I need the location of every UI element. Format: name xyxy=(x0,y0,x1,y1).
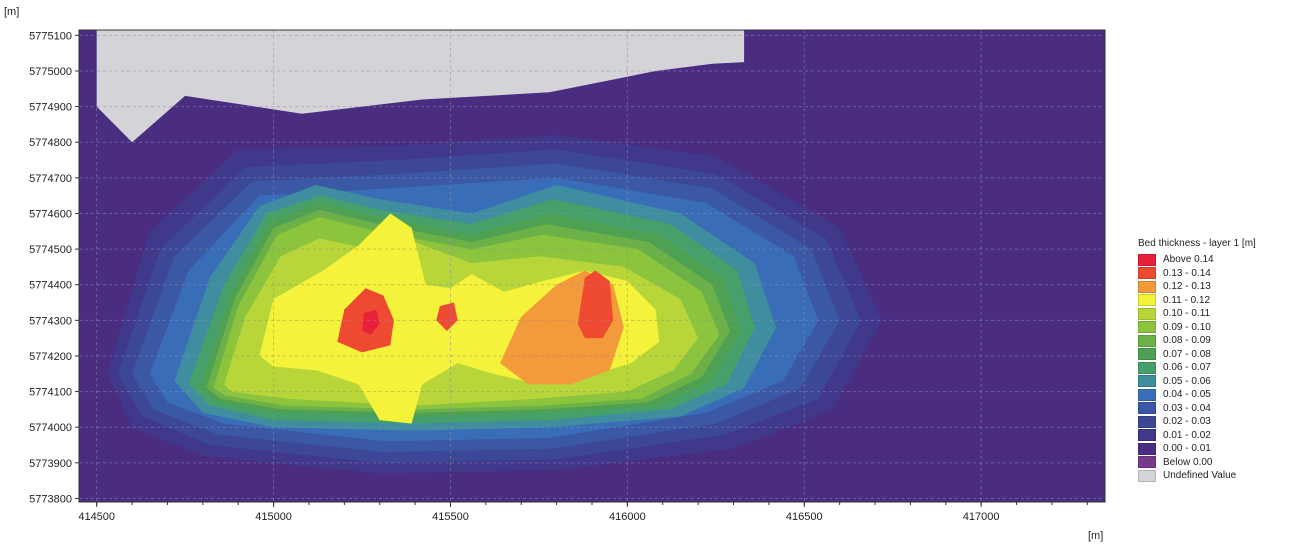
legend-label: 0.07 - 0.08 xyxy=(1163,348,1211,360)
y-tick-label-3: 5774100 xyxy=(29,387,72,399)
y-tick-label-2: 5774000 xyxy=(29,422,72,434)
legend-item: 0.08 - 0.09 xyxy=(1138,334,1286,348)
legend-swatch xyxy=(1138,429,1156,442)
x-tick-label-3: 416000 xyxy=(609,511,646,523)
contour-region-14 xyxy=(577,270,614,339)
y-tick-label-11: 5774900 xyxy=(29,102,72,114)
legend-rows: Above 0.14 0.13 - 0.14 0.12 - 0.13 0.11 - 0… xyxy=(1138,253,1286,483)
y-tick-label-0: 5773800 xyxy=(29,493,72,505)
legend-label: 0.02 - 0.03 xyxy=(1163,416,1211,428)
legend-label: 0.03 - 0.04 xyxy=(1163,402,1211,414)
legend-label: 0.09 - 0.10 xyxy=(1163,321,1211,333)
legend-swatch xyxy=(1138,388,1156,401)
legend-item: 0.10 - 0.11 xyxy=(1138,307,1286,321)
legend-swatch xyxy=(1138,321,1156,334)
legend-label: 0.10 - 0.11 xyxy=(1163,308,1211,320)
y-unit-label: [m] xyxy=(4,6,20,18)
legend-swatch xyxy=(1138,456,1156,469)
legend-swatch xyxy=(1138,361,1156,374)
legend-item: 0.00 - 0.01 xyxy=(1138,442,1286,456)
legend-swatch xyxy=(1138,469,1156,482)
legend-item: Undefined Value xyxy=(1138,469,1286,483)
y-tick-label-5: 5774300 xyxy=(29,315,72,327)
y-tick-label-7: 5774500 xyxy=(29,244,72,256)
legend-item: 0.02 - 0.03 xyxy=(1138,415,1286,429)
legend-label: 0.13 - 0.14 xyxy=(1163,267,1211,279)
contour-region-15 xyxy=(436,302,458,331)
legend: Bed thickness - layer 1 [m] Above 0.14 0.… xyxy=(1138,238,1286,483)
legend-swatch xyxy=(1138,415,1156,428)
x-tick-label-5: 417000 xyxy=(963,511,1000,523)
x-tick-label-2: 415500 xyxy=(432,511,469,523)
y-tick-label-13: 5775100 xyxy=(29,30,72,42)
legend-item: 0.13 - 0.14 xyxy=(1138,267,1286,281)
legend-swatch xyxy=(1138,280,1156,293)
legend-label: Below 0.00 xyxy=(1163,456,1213,468)
legend-label: 0.06 - 0.07 xyxy=(1163,362,1211,374)
legend-label: 0.01 - 0.02 xyxy=(1163,429,1211,441)
contour-regions xyxy=(96,30,1105,499)
contour-region-16 xyxy=(362,309,380,335)
x-axis: 414500 415000 415500 416000 416500 417000 xyxy=(78,502,1088,523)
legend-item: Above 0.14 xyxy=(1138,253,1286,267)
y-tick-label-4: 5774200 xyxy=(29,351,72,363)
legend-label: Undefined Value xyxy=(1163,470,1237,482)
legend-swatch xyxy=(1138,442,1156,455)
legend-swatch xyxy=(1138,267,1156,280)
legend-item: 0.12 - 0.13 xyxy=(1138,280,1286,294)
x-tick-label-4: 416500 xyxy=(786,511,823,523)
legend-label: 0.04 - 0.05 xyxy=(1163,389,1211,401)
legend-label: 0.05 - 0.06 xyxy=(1163,375,1211,387)
legend-item: 0.06 - 0.07 xyxy=(1138,361,1286,375)
legend-title: Bed thickness - layer 1 [m] xyxy=(1138,238,1256,249)
legend-swatch xyxy=(1138,307,1156,320)
legend-label: 0.12 - 0.13 xyxy=(1163,281,1211,293)
legend-swatch xyxy=(1138,402,1156,415)
legend-swatch xyxy=(1138,375,1156,388)
y-axis: 5773800 5773900 5774000 5774100 5774200 57743… xyxy=(29,30,79,505)
legend-item: 0.01 - 0.02 xyxy=(1138,429,1286,443)
y-tick-label-12: 5775000 xyxy=(29,66,72,78)
legend-item: Below 0.00 xyxy=(1138,456,1286,470)
legend-item: 0.11 - 0.12 xyxy=(1138,294,1286,308)
legend-item: 0.07 - 0.08 xyxy=(1138,348,1286,362)
y-tick-label-9: 5774700 xyxy=(29,173,72,185)
legend-item: 0.05 - 0.06 xyxy=(1138,375,1286,389)
y-tick-label-6: 5774400 xyxy=(29,280,72,292)
legend-swatch xyxy=(1138,253,1156,266)
legend-item: 0.04 - 0.05 xyxy=(1138,388,1286,402)
legend-swatch xyxy=(1138,294,1156,307)
legend-label: 0.08 - 0.09 xyxy=(1163,335,1211,347)
y-tick-label-1: 5773900 xyxy=(29,458,72,470)
y-tick-label-10: 5774800 xyxy=(29,137,72,149)
legend-swatch xyxy=(1138,334,1156,347)
y-tick-label-8: 5774600 xyxy=(29,208,72,220)
x-unit-label: [m] xyxy=(1088,530,1104,542)
grid-lines xyxy=(79,30,1105,502)
legend-label: Above 0.14 xyxy=(1163,254,1214,266)
legend-item: 0.03 - 0.04 xyxy=(1138,402,1286,416)
x-tick-label-1: 415000 xyxy=(255,511,292,523)
legend-swatch xyxy=(1138,348,1156,361)
legend-label: 0.00 - 0.01 xyxy=(1163,443,1211,455)
x-tick-label-0: 414500 xyxy=(78,511,115,523)
legend-item: 0.09 - 0.10 xyxy=(1138,321,1286,335)
contour-region-17 xyxy=(96,30,745,143)
legend-label: 0.11 - 0.12 xyxy=(1163,294,1211,306)
